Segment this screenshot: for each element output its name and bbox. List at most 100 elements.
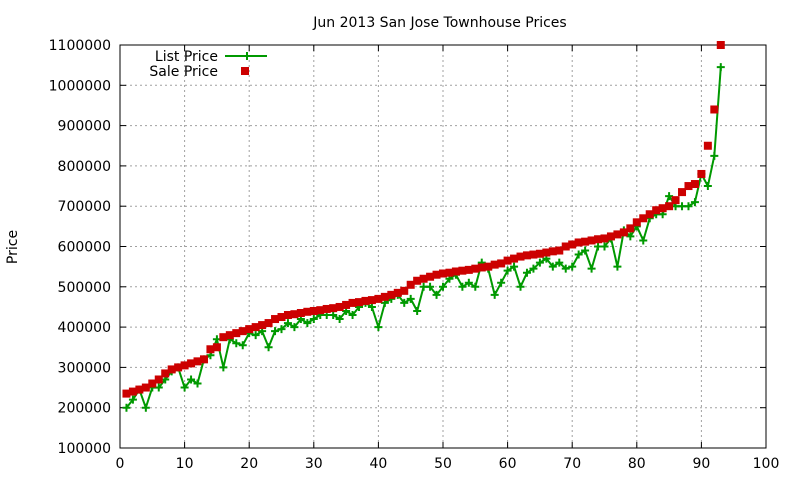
list-price-point [548,262,557,271]
list-price-point [335,315,344,324]
list-price-point [277,325,286,334]
list-price-point [303,319,312,328]
y-tick-label: 800000 [58,159,111,175]
sale-price-point [329,304,338,313]
sale-price-point [690,180,699,189]
list-price-point [587,264,596,273]
list-price-point [581,246,590,255]
list-price-point [522,268,531,277]
sale-price-point [122,389,131,398]
sale-price-point [406,280,415,289]
sale-price-point [645,210,654,219]
sale-price-point [322,304,331,313]
sale-price-point [458,266,467,275]
sale-price-point [367,296,376,305]
list-price-point [510,262,519,271]
sale-price-point [535,249,544,258]
sale-price-point [206,345,215,354]
list-price-point [568,262,577,271]
sale-price-point [161,369,170,378]
sale-price-point [464,265,473,274]
legend-label-sale-price: Sale Price [149,64,218,80]
y-tick-label: 900000 [58,119,111,135]
sale-price-point [665,202,674,211]
sale-price-point [484,262,493,271]
list-price-point [626,232,635,241]
y-tick-label: 200000 [58,401,111,417]
sale-price-point [419,274,428,283]
sale-price-point [555,246,564,255]
list-price-point [141,403,150,412]
y-tick-label: 700000 [58,199,111,215]
sale-price-point [703,141,712,150]
sale-price-point [380,292,389,301]
sale-price-point [522,251,531,260]
list-price-point [497,278,506,287]
y-axis-title: Price [5,230,21,264]
sale-price-point [238,327,247,336]
x-tick-label: 40 [369,456,387,472]
sale-price-point [594,235,603,244]
sale-price-point [348,298,357,307]
sale-price-point [451,267,460,276]
sale-price-point [684,182,693,191]
sale-price-point [413,276,422,285]
sale-price-point [548,247,557,256]
sale-price-point [335,302,344,311]
list-price-point [219,363,228,372]
sale-price-point [432,270,441,279]
sale-price-point [290,310,299,319]
list-price-point [665,192,674,201]
plot-frame [119,44,767,449]
list-price-point [400,298,409,307]
sale-price-point [710,105,719,114]
list-price-point [710,151,719,160]
sale-price-point [400,286,409,295]
list-price-point [529,264,538,273]
sale-price-point [277,313,286,322]
sale-price-point [619,228,628,237]
sale-price-point [187,359,196,368]
sale-price-point [128,387,137,396]
legend: List Price Sale Price [149,49,267,80]
sale-price-point [503,256,512,265]
sale-price-point [309,306,318,315]
y-tick-label: 1000000 [49,78,111,94]
list-price-line [125,67,722,409]
sale-price-point [639,214,648,223]
sale-price-point [296,308,305,317]
sale-price-point [219,333,228,342]
sale-price-point [716,41,725,49]
sale-price-point [439,269,447,278]
sale-price-point [283,311,292,320]
list-price-point [432,290,441,299]
list-price-point [413,306,422,315]
list-price-point [426,282,435,291]
list-price-point [232,339,241,348]
list-price-point [574,250,583,259]
list-price-point [264,343,273,352]
sale-price-point [342,300,351,309]
list-price-point [187,375,196,384]
list-price-point [367,302,376,311]
sale-price-point [148,379,157,388]
sale-price-point [587,236,596,245]
list-price-point [639,236,648,245]
list-price-point [703,182,712,191]
y-tick-label: 1100000 [49,38,111,54]
sale-price-point [678,188,687,197]
sale-price-point [632,218,641,227]
sale-price-point [374,294,383,303]
list-price-point [439,282,447,291]
list-price-point [464,278,473,287]
list-price-point [122,403,131,412]
list-price-point [283,319,292,328]
sale-price-point [154,375,163,384]
list-price-point [684,202,693,211]
list-price-point [716,63,725,72]
y-tick-label: 400000 [58,320,111,336]
list-price-point [271,327,280,336]
sale-price-point [251,323,260,332]
y-tick-label: 100000 [58,441,111,457]
